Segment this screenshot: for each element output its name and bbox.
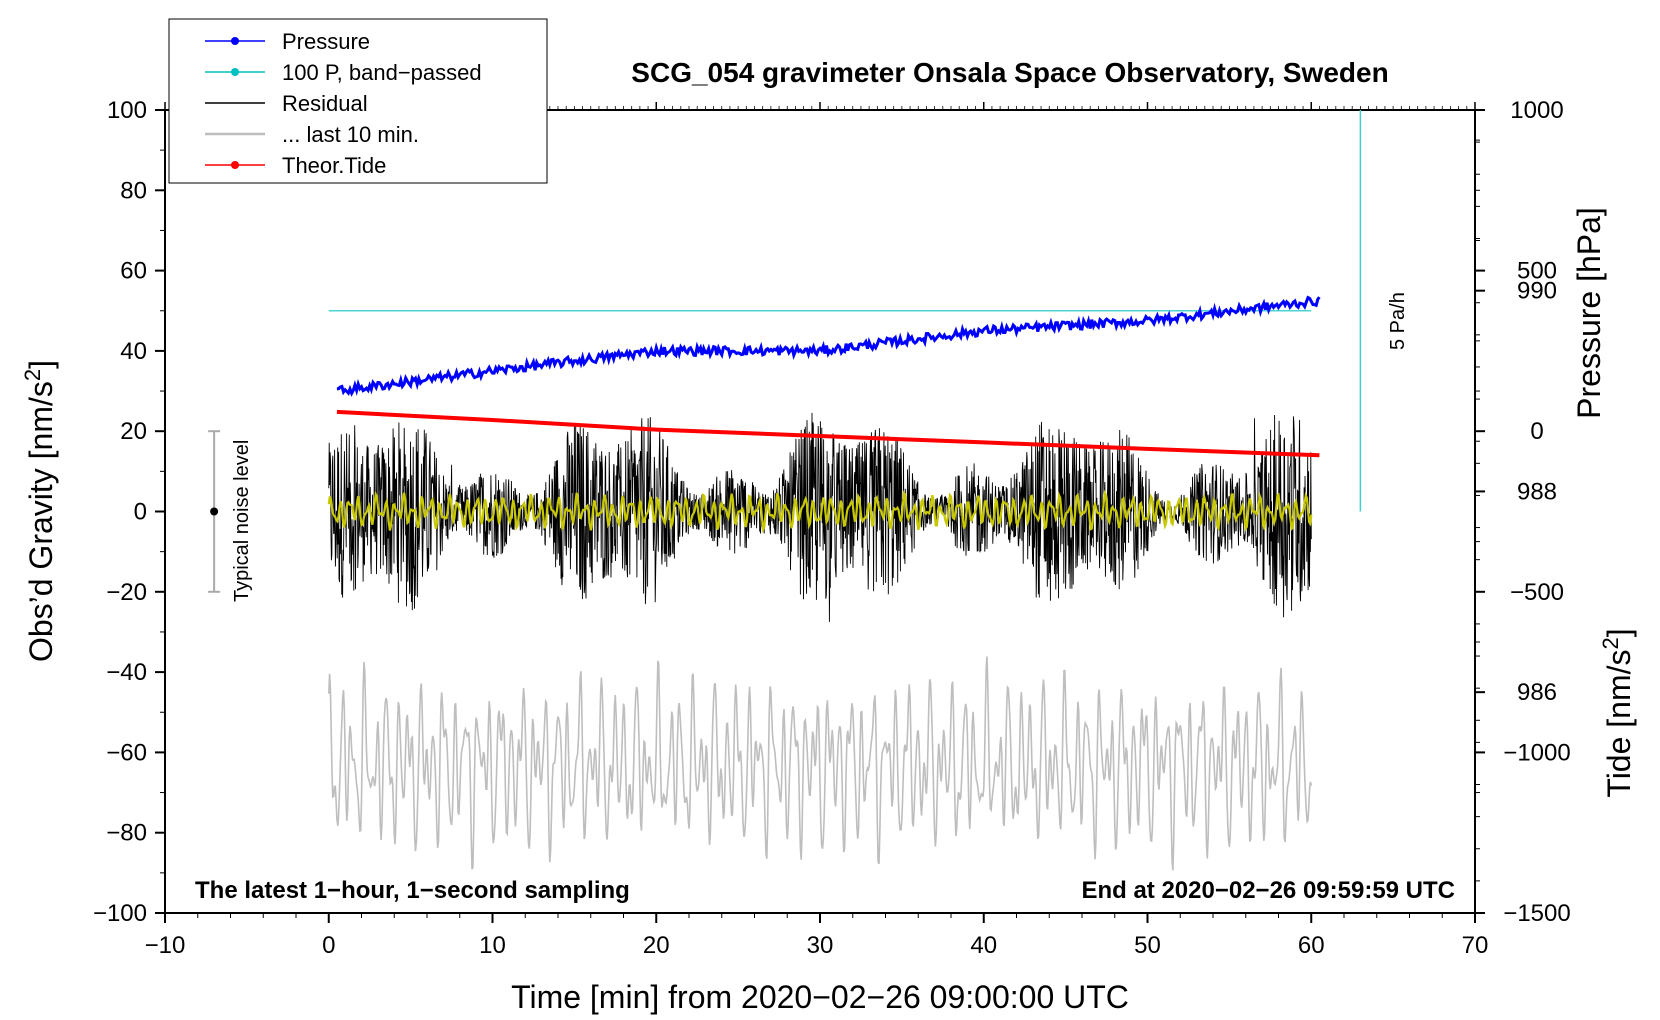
- y-tick-label: −40: [106, 659, 147, 686]
- y-axis-tide-label: Tide [nm/s2]: [1598, 628, 1637, 797]
- x-axis: −10 0 10 20 30 40 50 60 70: [145, 102, 1489, 959]
- tide-line: [336, 409, 1320, 458]
- tide-tick-label: 0: [1530, 418, 1543, 445]
- legend: Pressure 100 P, band−passed Residual ... la…: [168, 18, 548, 184]
- legend-label: 100 P, band−passed: [282, 60, 482, 85]
- residual-filtered-line: [327, 489, 1313, 534]
- tide-tick-label: 500: [1517, 258, 1557, 285]
- y-axis-tide-label-sup: 2: [1598, 637, 1623, 649]
- legend-label: Theor.Tide: [282, 153, 386, 178]
- x-tick-label: 20: [643, 932, 670, 959]
- y-tick-label: −80: [106, 820, 147, 847]
- y-axis-left-label-close: ]: [23, 360, 59, 369]
- y-axis-tide-label-close: ]: [1601, 628, 1637, 637]
- y-axis-left: 100 80 60 40 20 0 −20 −40 −60 −80 −100: [93, 97, 165, 927]
- tide-tick-label: −500: [1510, 579, 1564, 606]
- y-tick-label: 40: [120, 338, 147, 365]
- residual-line: [328, 412, 1312, 622]
- end-time-note: End at 2020−02−26 09:59:59 UTC: [1081, 877, 1455, 904]
- y-tick-label: −60: [106, 739, 147, 766]
- x-tick-label: 10: [479, 932, 506, 959]
- y-axis-tide: 1000 500 0 −500 −1000 −1500: [1475, 97, 1571, 927]
- tide-tick-label: −1000: [1503, 739, 1570, 766]
- x-tick-label: 70: [1462, 932, 1489, 959]
- theoretical-tide-series: [336, 409, 1320, 458]
- last-10-min-series: [328, 656, 1313, 871]
- x-tick-label: 60: [1298, 932, 1325, 959]
- noise-bar-center: [210, 507, 219, 516]
- y-tick-label: 20: [120, 418, 147, 445]
- legend-box: [168, 18, 548, 184]
- x-axis-label: Time [min] from 2020−02−26 09:00:00 UTC: [511, 979, 1129, 1015]
- legend-label: Pressure: [282, 29, 370, 54]
- pressure-tick-label: 990: [1517, 278, 1557, 305]
- rate-bar-label: 5 Pa/h: [1387, 292, 1409, 350]
- x-tick-label: 40: [970, 932, 997, 959]
- y-axis-left-label: Obs’d Gravity [nm/s2]: [20, 360, 59, 662]
- legend-label: ... last 10 min.: [282, 122, 419, 147]
- y-tick-label: −20: [106, 579, 147, 606]
- residual-series: [328, 412, 1312, 622]
- pressure-tick-label: 988: [1517, 478, 1557, 505]
- x-tick-label: 50: [1134, 932, 1161, 959]
- y-tick-label: 100: [107, 97, 147, 124]
- noise-level-label: Typical noise level: [231, 440, 253, 602]
- y-tick-label: −100: [93, 900, 147, 927]
- noise-level-bar: [208, 430, 221, 593]
- y-axis-pressure: 990 988 986: [1475, 139, 1557, 794]
- pressure-tick-label: 986: [1517, 679, 1557, 706]
- legend-label: Residual: [282, 91, 368, 116]
- sampling-note: The latest 1−hour, 1−second sampling: [195, 877, 630, 904]
- legend-swatch-marker: [231, 161, 239, 169]
- pressure-line: [336, 295, 1321, 397]
- legend-swatch-marker: [231, 68, 239, 76]
- y-tick-label: 60: [120, 258, 147, 285]
- y-tick-label: 0: [134, 499, 147, 526]
- y-axis-pressure-label: Pressure [hPa]: [1571, 207, 1607, 419]
- x-tick-label: 30: [807, 932, 834, 959]
- chart-title: SCG_054 gravimeter Onsala Space Observat…: [631, 57, 1388, 88]
- y-axis-left-label-sup: 2: [20, 369, 45, 381]
- x-tick-label: −10: [145, 932, 186, 959]
- tide-tick-label: 1000: [1510, 97, 1563, 124]
- tide-tick-label: −1500: [1503, 900, 1570, 927]
- pressure-series: [336, 295, 1321, 397]
- x-tick-label: 0: [322, 932, 335, 959]
- last-10-min-line: [328, 656, 1313, 871]
- legend-swatch-marker: [231, 37, 239, 45]
- y-tick-label: 80: [120, 177, 147, 204]
- residual-filtered-series: [327, 489, 1313, 534]
